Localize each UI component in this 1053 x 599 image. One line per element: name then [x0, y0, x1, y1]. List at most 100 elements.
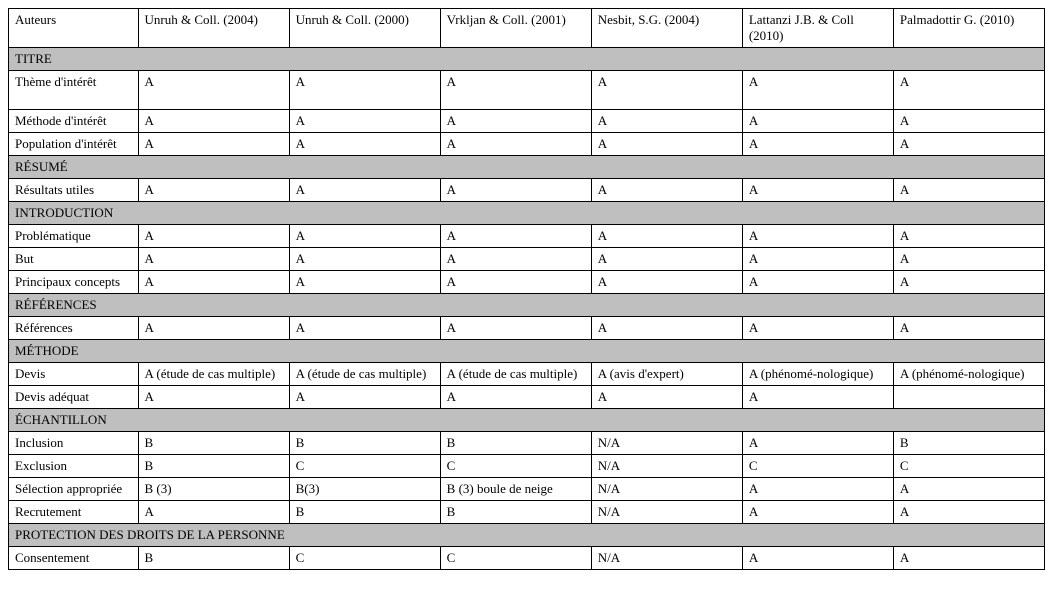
cell: A	[742, 110, 893, 133]
cell: A	[742, 133, 893, 156]
table-row: Résultats utilesAAAAAA	[9, 179, 1045, 202]
cell: A	[591, 179, 742, 202]
cell: A	[138, 248, 289, 271]
cell: A	[440, 71, 591, 110]
cell: C	[742, 455, 893, 478]
cell: A	[893, 501, 1044, 524]
table-row: Devis adéquatAAAAA	[9, 386, 1045, 409]
row-label: Références	[9, 317, 139, 340]
header-col-3: Nesbit, S.G. (2004)	[591, 9, 742, 48]
cell: N/A	[591, 501, 742, 524]
cell: A	[440, 133, 591, 156]
cell: C	[893, 455, 1044, 478]
section-title: INTRODUCTION	[9, 202, 1045, 225]
header-col-1: Unruh & Coll. (2000)	[289, 9, 440, 48]
table-row: ProblématiqueAAAAAA	[9, 225, 1045, 248]
header-label: Auteurs	[9, 9, 139, 48]
section-title: PROTECTION DES DROITS DE LA PERSONNE	[9, 524, 1045, 547]
cell: B	[138, 455, 289, 478]
cell: A (avis d'expert)	[591, 363, 742, 386]
cell: A	[440, 248, 591, 271]
table-row: Sélection appropriéeB (3)B(3)B (3) boule…	[9, 478, 1045, 501]
cell: A	[289, 271, 440, 294]
cell: A	[440, 386, 591, 409]
cell: A	[591, 225, 742, 248]
cell: B (3) boule de neige	[440, 478, 591, 501]
cell: A	[893, 133, 1044, 156]
cell: A	[138, 179, 289, 202]
cell: A	[289, 133, 440, 156]
section-title-row: RÉSUMÉ	[9, 156, 1045, 179]
section-title-row: RÉFÉRENCES	[9, 294, 1045, 317]
table-row: ExclusionBCCN/ACC	[9, 455, 1045, 478]
cell: A	[289, 386, 440, 409]
cell: A	[591, 110, 742, 133]
cell: C	[440, 455, 591, 478]
cell	[893, 386, 1044, 409]
row-label: Devis	[9, 363, 139, 386]
cell: A	[138, 501, 289, 524]
row-label: Principaux concepts	[9, 271, 139, 294]
section-title-row: INTRODUCTION	[9, 202, 1045, 225]
cell: A	[742, 432, 893, 455]
cell: A	[138, 71, 289, 110]
cell: A	[742, 271, 893, 294]
cell: C	[289, 455, 440, 478]
cell: A	[742, 179, 893, 202]
section-title-row: TITRE	[9, 48, 1045, 71]
cell: B	[138, 432, 289, 455]
header-col-2: Vrkljan & Coll. (2001)	[440, 9, 591, 48]
table-row: Principaux conceptsAAAAAA	[9, 271, 1045, 294]
cell: A	[289, 225, 440, 248]
header-col-0: Unruh & Coll. (2004)	[138, 9, 289, 48]
section-title: TITRE	[9, 48, 1045, 71]
cell: A	[138, 271, 289, 294]
cell: A	[742, 225, 893, 248]
cell: B	[289, 501, 440, 524]
cell: A	[440, 110, 591, 133]
cell: N/A	[591, 432, 742, 455]
cell: A (phénomé-nologique)	[893, 363, 1044, 386]
cell: A	[591, 71, 742, 110]
cell: A	[440, 317, 591, 340]
cell: A	[742, 386, 893, 409]
cell: B	[440, 432, 591, 455]
cell: A	[289, 179, 440, 202]
cell: A	[138, 225, 289, 248]
row-label: Consentement	[9, 547, 139, 570]
row-label: Population d'intérêt	[9, 133, 139, 156]
cell: A	[289, 110, 440, 133]
table-row: Thème d'intérêtAAAAAA	[9, 71, 1045, 110]
cell: B	[289, 432, 440, 455]
cell: A (phénomé-nologique)	[742, 363, 893, 386]
section-title-row: PROTECTION DES DROITS DE LA PERSONNE	[9, 524, 1045, 547]
cell: B(3)	[289, 478, 440, 501]
cell: A	[591, 133, 742, 156]
cell: C	[440, 547, 591, 570]
row-label: Exclusion	[9, 455, 139, 478]
table-row: RecrutementABBN/AAA	[9, 501, 1045, 524]
cell: B	[893, 432, 1044, 455]
section-title: MÉTHODE	[9, 340, 1045, 363]
cell: A	[893, 547, 1044, 570]
cell: A	[893, 179, 1044, 202]
row-label: Recrutement	[9, 501, 139, 524]
section-title-row: ÉCHANTILLON	[9, 409, 1045, 432]
cell: A (étude de cas multiple)	[138, 363, 289, 386]
cell: A	[138, 110, 289, 133]
cell: A	[440, 225, 591, 248]
cell: N/A	[591, 547, 742, 570]
cell: A	[742, 547, 893, 570]
table-row: Méthode d'intérêtAAAAAA	[9, 110, 1045, 133]
row-label: Sélection appropriée	[9, 478, 139, 501]
cell: A	[591, 317, 742, 340]
cell: A	[591, 271, 742, 294]
cell: A	[591, 386, 742, 409]
row-label: Devis adéquat	[9, 386, 139, 409]
section-title: RÉFÉRENCES	[9, 294, 1045, 317]
table-row: RéférencesAAAAAA	[9, 317, 1045, 340]
row-label: But	[9, 248, 139, 271]
row-label: Problématique	[9, 225, 139, 248]
cell: A	[893, 225, 1044, 248]
cell: A	[440, 179, 591, 202]
